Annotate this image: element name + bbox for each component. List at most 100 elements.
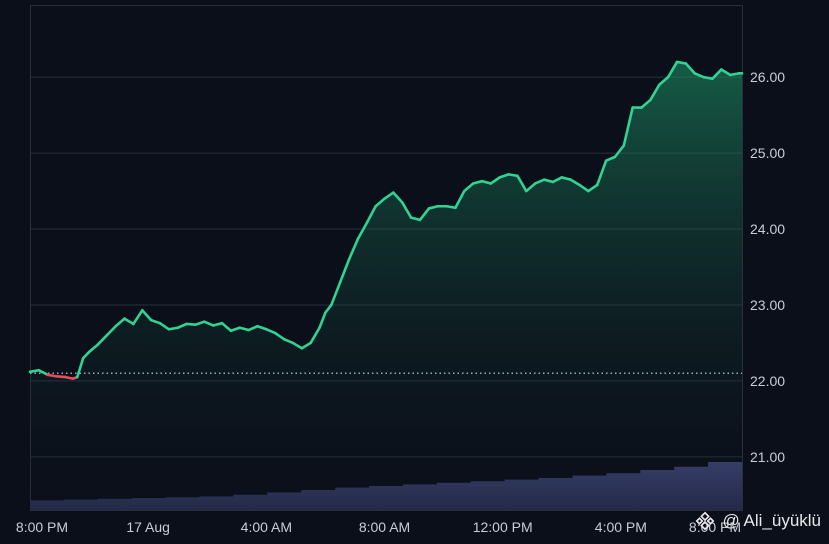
price-segment	[711, 68, 723, 80]
price-segment	[409, 216, 422, 222]
price-segment	[525, 182, 537, 193]
price-segment	[114, 317, 126, 328]
price-segment	[105, 324, 117, 337]
y-tick-label: 23.00	[750, 297, 785, 313]
price-segment	[604, 155, 617, 162]
price-segment	[587, 183, 599, 193]
price-segment	[291, 341, 304, 350]
price-segment	[640, 98, 652, 109]
price-segment	[427, 204, 440, 210]
price-segment	[649, 83, 661, 102]
price-segment	[684, 62, 697, 75]
binance-diamond-icon	[696, 511, 715, 531]
price-area	[30, 61, 742, 510]
price-segment	[356, 221, 369, 241]
price-segment	[613, 144, 626, 159]
price-line	[28, 60, 744, 380]
x-axis-ticks: 8:00 PM 17 Aug 4:00 AM 8:00 AM 12:00 PM 4:00 …	[16, 519, 741, 535]
price-segment	[140, 308, 153, 322]
price-segment	[176, 322, 188, 330]
watermark: @ Ali_üyüklü	[694, 510, 821, 532]
x-tick-label: 4:00 PM	[595, 519, 647, 535]
price-segment	[533, 178, 546, 185]
price-segment	[330, 280, 342, 307]
price-segment	[675, 60, 688, 65]
y-tick-label: 22.00	[750, 373, 785, 389]
y-tick-label: 26.00	[750, 69, 785, 85]
price-segment	[123, 317, 135, 326]
price-segment	[318, 311, 327, 330]
price-segment	[132, 308, 144, 326]
price-segment	[229, 326, 242, 333]
price-segment	[158, 321, 171, 331]
price-segment	[462, 182, 475, 193]
price-segment	[480, 179, 493, 185]
price-segment	[720, 68, 732, 77]
price-segment	[203, 320, 215, 327]
price-segment	[595, 159, 608, 187]
price-segment	[498, 173, 510, 179]
price-segment	[445, 204, 457, 210]
price-segment	[37, 368, 50, 377]
price-segment	[194, 320, 206, 327]
price-segment	[324, 303, 333, 314]
price-segment	[400, 201, 413, 219]
price-segment	[87, 343, 100, 354]
y-axis-ticks: 21.00 22.00 23.00 24.00 25.00 26.00	[750, 69, 785, 465]
plot-frame	[30, 5, 743, 511]
price-segment	[702, 75, 714, 80]
price-segment	[542, 178, 555, 184]
price-segment	[167, 326, 180, 331]
price-segment	[96, 334, 109, 346]
price-segment	[489, 176, 502, 185]
y-tick-label: 24.00	[750, 221, 785, 237]
price-segment	[374, 197, 386, 208]
price-segment	[309, 326, 321, 345]
price-segment	[211, 321, 224, 327]
price-segment	[75, 356, 85, 379]
price-segment	[238, 326, 250, 332]
price-segment	[265, 327, 277, 335]
price-segment	[516, 174, 528, 193]
price-segment	[338, 258, 351, 284]
price-segment	[551, 176, 564, 184]
watermark-text: @ Ali_üyüklü	[722, 511, 821, 530]
price-segment	[578, 183, 590, 193]
price-segment	[46, 373, 58, 378]
price-segment	[247, 324, 259, 332]
price-segment	[657, 75, 670, 87]
price-segment	[28, 368, 41, 374]
price-segment	[347, 237, 360, 261]
price-segment	[471, 179, 484, 185]
x-tick-label: 4:00 AM	[241, 519, 292, 535]
price-segment	[220, 321, 233, 333]
price-segment	[693, 72, 705, 79]
x-tick-label: 17 Aug	[126, 519, 170, 535]
price-segment	[185, 322, 197, 327]
price-segment	[365, 204, 377, 225]
price-segment	[569, 178, 581, 187]
price-segment	[728, 72, 741, 77]
price-segment	[55, 375, 67, 379]
price-segment	[149, 318, 162, 325]
price-segment	[507, 173, 519, 178]
price-segment	[383, 191, 395, 200]
price-segment	[282, 337, 295, 345]
price-segment	[81, 350, 91, 360]
price-segment	[300, 341, 312, 350]
price-segment	[392, 191, 404, 204]
x-tick-label: 12:00 PM	[473, 519, 533, 535]
price-segment	[622, 106, 634, 147]
area-fill	[30, 61, 742, 510]
price-segment	[256, 324, 268, 331]
price-segment	[454, 189, 466, 210]
x-tick-label: 8:00 PM	[689, 519, 741, 535]
y-tick-label: 25.00	[750, 145, 785, 161]
price-segment	[560, 176, 572, 181]
x-tick-label: 8:00 AM	[359, 519, 410, 535]
price-segment	[273, 331, 286, 341]
x-tick-label: 8:00 PM	[16, 519, 68, 535]
price-segment	[666, 60, 679, 79]
price-segment	[418, 207, 431, 222]
